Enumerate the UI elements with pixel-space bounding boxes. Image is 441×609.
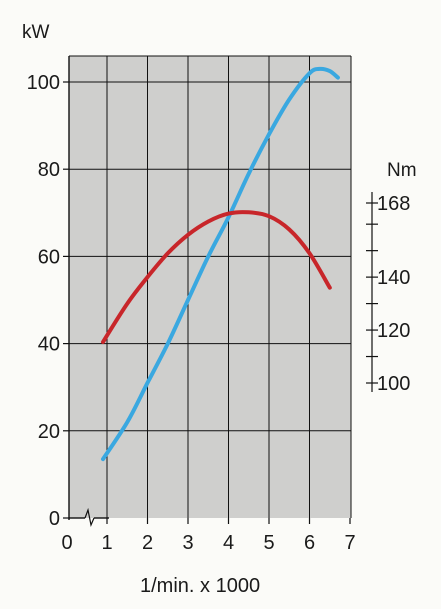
left-axis-tick-label: 40 [38,334,60,356]
right-axis-tick-label: 100 [377,373,410,395]
power-curve-line [101,66,340,462]
bottom-axis-tick-label: 6 [304,532,315,554]
axis-break-mark [84,507,95,528]
left-axis-tick-label: 80 [38,159,60,181]
right-axis-tick-label: 140 [377,267,410,289]
right-axis-tick-label: 168 [377,193,410,215]
right-axis-tick-label: 120 [377,320,410,342]
bottom-axis-tick-label: 3 [182,532,193,554]
right-axis: 100 120 140 168 [366,192,410,395]
left-axis-tick-label: 60 [38,246,60,268]
left-axis-unit-label: kW [22,22,50,43]
bottom-axis-tick-label: 7 [344,532,355,554]
bottom-axis-tick-label: 5 [263,532,274,554]
right-axis-unit-label: Nm [387,160,417,181]
bottom-axis-tick-label: 2 [142,532,153,554]
bottom-axis-tick-label: 1 [101,532,112,554]
left-axis-tick-label: 20 [38,421,60,443]
x-axis-label: 1/min. x 1000 [140,575,260,597]
bottom-axis-tick-label: 4 [223,532,234,554]
bottom-axis: 0 1 2 3 4 5 6 7 [61,507,356,554]
left-axis: 0 20 40 60 80 100 [27,56,70,530]
bottom-axis-tick-label: 0 [61,532,72,554]
series-group [101,66,340,462]
torque-curve-line [101,210,332,344]
left-axis-tick-label: 0 [49,508,60,530]
left-axis-tick-label: 100 [27,72,60,94]
